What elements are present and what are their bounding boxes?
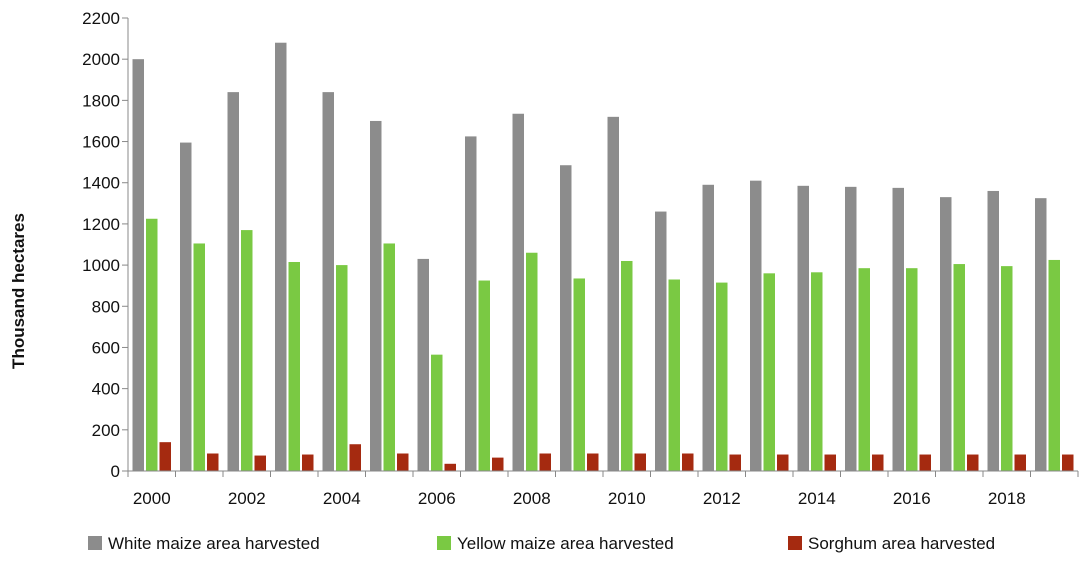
y-axis-title: Thousand hectares bbox=[9, 213, 28, 369]
bar-yellow-maize-2001 bbox=[193, 243, 205, 471]
bar-yellow-maize-2010 bbox=[621, 260, 633, 471]
y-tick-label: 2000 bbox=[82, 50, 120, 69]
bar-yellow-maize-2006 bbox=[431, 354, 443, 471]
bar-yellow-maize-2015 bbox=[858, 268, 870, 471]
y-tick-label: 200 bbox=[92, 421, 120, 440]
legend-label-0: White maize area harvested bbox=[108, 534, 320, 553]
y-tick-label: 1400 bbox=[82, 174, 120, 193]
bar-yellow-maize-2004 bbox=[336, 265, 348, 471]
x-tick-label: 2018 bbox=[988, 489, 1026, 508]
bar-sorghum-2013 bbox=[777, 454, 789, 471]
bar-sorghum-2016 bbox=[919, 454, 931, 471]
legend: White maize area harvested Yellow maize a… bbox=[88, 534, 995, 553]
bar-sorghum-2002 bbox=[254, 455, 266, 471]
bar-yellow-maize-2011 bbox=[668, 279, 680, 471]
bar-sorghum-2015 bbox=[872, 454, 884, 471]
bar-sorghum-2009 bbox=[587, 453, 599, 471]
bar-yellow-maize-2000 bbox=[146, 218, 158, 471]
bar-sorghum-2008 bbox=[539, 453, 551, 471]
bar-yellow-maize-2008 bbox=[526, 252, 538, 471]
bar-sorghum-2014 bbox=[824, 454, 836, 471]
bar-yellow-maize-2019 bbox=[1048, 259, 1060, 471]
bar-white-maize-2003 bbox=[275, 42, 287, 471]
bar-white-maize-2011 bbox=[655, 211, 667, 471]
bar-sorghum-2000 bbox=[159, 442, 171, 471]
bar-sorghum-2019 bbox=[1062, 454, 1074, 471]
legend-swatch-2 bbox=[788, 536, 802, 550]
bar-white-maize-2015 bbox=[845, 186, 857, 471]
x-tick-label: 2008 bbox=[513, 489, 551, 508]
bar-white-maize-2014 bbox=[797, 185, 809, 471]
x-tick-label: 2010 bbox=[608, 489, 646, 508]
bar-yellow-maize-2005 bbox=[383, 243, 395, 471]
bar-yellow-maize-2002 bbox=[241, 230, 253, 471]
bar-white-maize-2019 bbox=[1035, 198, 1047, 471]
y-tick-label: 1200 bbox=[82, 215, 120, 234]
bar-white-maize-2017 bbox=[940, 197, 952, 471]
bar-white-maize-2000 bbox=[132, 59, 144, 471]
bar-yellow-maize-2018 bbox=[1001, 266, 1013, 471]
bar-sorghum-2005 bbox=[397, 453, 409, 471]
x-tick-label: 2016 bbox=[893, 489, 931, 508]
legend-label-2: Sorghum area harvested bbox=[808, 534, 995, 553]
bar-sorghum-2004 bbox=[349, 444, 361, 471]
bar-sorghum-2001 bbox=[207, 453, 219, 471]
bar-sorghum-2006 bbox=[444, 463, 456, 471]
bar-sorghum-2011 bbox=[682, 453, 694, 471]
y-tick-label: 600 bbox=[92, 338, 120, 357]
y-tick-label: 1600 bbox=[82, 133, 120, 152]
legend-swatch-1 bbox=[437, 536, 451, 550]
bar-yellow-maize-2012 bbox=[716, 282, 728, 471]
y-tick-label: 1800 bbox=[82, 91, 120, 110]
bar-white-maize-2008 bbox=[512, 113, 524, 471]
bar-white-maize-2018 bbox=[987, 190, 999, 472]
x-ticks-group: 2000 2002 2004 2006 2008 2010 2012 2014 2016 2018 bbox=[127, 471, 1079, 508]
x-tick-label: 2012 bbox=[703, 489, 741, 508]
bar-white-maize-2007 bbox=[465, 136, 477, 472]
bar-white-maize-2002 bbox=[227, 92, 239, 472]
bar-yellow-maize-2009 bbox=[573, 278, 585, 471]
bar-yellow-maize-2013 bbox=[763, 273, 775, 471]
bar-white-maize-2005 bbox=[370, 120, 382, 472]
bar-sorghum-2010 bbox=[634, 453, 646, 471]
bar-sorghum-2018 bbox=[1014, 454, 1026, 471]
bar-white-maize-2001 bbox=[180, 142, 192, 471]
legend-label-1: Yellow maize area harvested bbox=[457, 534, 674, 553]
bar-white-maize-2013 bbox=[750, 180, 762, 471]
y-tick-label: 0 bbox=[111, 462, 120, 481]
bar-sorghum-2017 bbox=[967, 454, 979, 471]
x-tick-label: 2006 bbox=[418, 489, 456, 508]
bar-white-maize-2006 bbox=[417, 258, 429, 471]
y-tick-label: 800 bbox=[92, 297, 120, 316]
y-ticks-group: 0 200 400 600 800 1000 1200 1400 1600 1800 2000 220… bbox=[82, 9, 128, 481]
x-tick-label: 2004 bbox=[323, 489, 361, 508]
bar-yellow-maize-2007 bbox=[478, 280, 490, 471]
bar-sorghum-2007 bbox=[492, 457, 504, 471]
y-tick-label: 1000 bbox=[82, 256, 120, 275]
x-tick-label: 2002 bbox=[228, 489, 266, 508]
bar-white-maize-2004 bbox=[322, 92, 334, 472]
bar-white-maize-2012 bbox=[702, 184, 714, 471]
bar-yellow-maize-2016 bbox=[906, 268, 918, 471]
bar-yellow-maize-2003 bbox=[288, 262, 300, 471]
bar-yellow-maize-2017 bbox=[953, 264, 965, 471]
bar-sorghum-2003 bbox=[302, 454, 314, 471]
bar-sorghum-2012 bbox=[729, 454, 741, 471]
bar-white-maize-2016 bbox=[892, 187, 904, 471]
bar-white-maize-2009 bbox=[560, 165, 572, 471]
bar-white-maize-2010 bbox=[607, 116, 619, 471]
bars-group bbox=[132, 42, 1074, 472]
y-tick-label: 2200 bbox=[82, 9, 120, 28]
y-tick-label: 400 bbox=[92, 380, 120, 399]
bar-yellow-maize-2014 bbox=[811, 272, 823, 471]
legend-swatch-0 bbox=[88, 536, 102, 550]
x-tick-label: 2000 bbox=[133, 489, 171, 508]
x-tick-label: 2014 bbox=[798, 489, 836, 508]
